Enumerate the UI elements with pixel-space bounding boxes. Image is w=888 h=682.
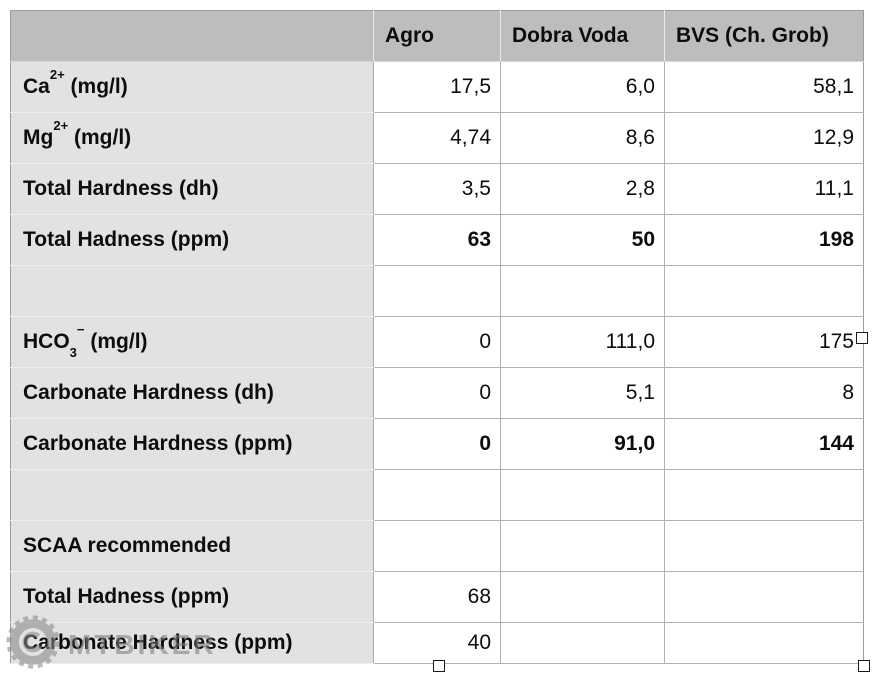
- row-label-cell[interactable]: [10, 469, 374, 521]
- value-cell[interactable]: 6,0: [500, 61, 665, 113]
- value-cell[interactable]: [373, 469, 501, 521]
- table-row-total-hardness-ppm: Total Hadness (ppm) 63 50 198: [10, 214, 864, 266]
- value-cell[interactable]: 12,9: [664, 112, 864, 164]
- value-cell[interactable]: 68: [373, 571, 501, 623]
- value-cell[interactable]: 4,74: [373, 112, 501, 164]
- row-label-cell[interactable]: Ca2+ (mg/l): [10, 61, 374, 113]
- row-label-cell[interactable]: HCO3− (mg/l): [10, 316, 374, 368]
- table-header-row: Agro Dobra Voda BVS (Ch. Grob): [10, 10, 864, 62]
- table-row-carbonate-hardness-dh: Carbonate Hardness (dh) 0 5,1 8: [10, 367, 864, 419]
- value-cell[interactable]: 175: [664, 316, 864, 368]
- value-cell[interactable]: 91,0: [500, 418, 665, 470]
- value-cell[interactable]: 0: [373, 367, 501, 419]
- table-row-scaa-carbonate-hardness-ppm: Carbonate Hardness (ppm) 40: [10, 622, 864, 664]
- row-label-cell[interactable]: SCAA recommended: [10, 520, 374, 572]
- value-cell[interactable]: 0: [373, 418, 501, 470]
- value-cell[interactable]: [500, 520, 665, 572]
- column-header-bvs[interactable]: BVS (Ch. Grob): [664, 10, 864, 62]
- value-cell[interactable]: 58,1: [664, 61, 864, 113]
- value-cell[interactable]: [664, 622, 864, 664]
- value-cell[interactable]: 11,1: [664, 163, 864, 215]
- table-row-hco3: HCO3− (mg/l) 0 111,0 175: [10, 316, 864, 368]
- value-cell[interactable]: 63: [373, 214, 501, 266]
- value-cell[interactable]: 40: [373, 622, 501, 664]
- value-cell[interactable]: [373, 265, 501, 317]
- value-cell[interactable]: [500, 469, 665, 521]
- row-label-cell[interactable]: Total Hardness (dh): [10, 163, 374, 215]
- row-label-cell[interactable]: Total Hadness (ppm): [10, 571, 374, 623]
- table-row-total-hardness-dh: Total Hardness (dh) 3,5 2,8 11,1: [10, 163, 864, 215]
- table-row-spacer: [10, 265, 864, 317]
- row-label-cell[interactable]: Carbonate Hardness (ppm): [10, 622, 374, 664]
- value-cell[interactable]: [664, 265, 864, 317]
- water-hardness-table[interactable]: Agro Dobra Voda BVS (Ch. Grob) Ca2+ (mg/…: [10, 10, 864, 664]
- value-cell[interactable]: [500, 571, 665, 623]
- value-cell[interactable]: 8,6: [500, 112, 665, 164]
- value-cell[interactable]: [664, 571, 864, 623]
- table-row-mg: Mg2+ (mg/l) 4,74 8,6 12,9: [10, 112, 864, 164]
- corner-header-cell[interactable]: [10, 10, 374, 62]
- resize-handle-bottom-right[interactable]: [858, 660, 870, 672]
- value-cell[interactable]: [500, 265, 665, 317]
- value-cell[interactable]: [373, 520, 501, 572]
- column-header-agro[interactable]: Agro: [373, 10, 501, 62]
- value-cell[interactable]: 5,1: [500, 367, 665, 419]
- value-cell[interactable]: 111,0: [500, 316, 665, 368]
- table-row-scaa-total-hardness-ppm: Total Hadness (ppm) 68: [10, 571, 864, 623]
- value-cell[interactable]: 2,8: [500, 163, 665, 215]
- row-label-cell[interactable]: Carbonate Hardness (ppm): [10, 418, 374, 470]
- value-cell[interactable]: [664, 469, 864, 521]
- row-label-cell[interactable]: Total Hadness (ppm): [10, 214, 374, 266]
- table-row-scaa-recommended: SCAA recommended: [10, 520, 864, 572]
- table-row-spacer: [10, 469, 864, 521]
- table-row-carbonate-hardness-ppm: Carbonate Hardness (ppm) 0 91,0 144: [10, 418, 864, 470]
- value-cell[interactable]: 3,5: [373, 163, 501, 215]
- value-cell[interactable]: 17,5: [373, 61, 501, 113]
- row-label-cell[interactable]: [10, 265, 374, 317]
- value-cell[interactable]: [500, 622, 665, 664]
- value-cell[interactable]: 8: [664, 367, 864, 419]
- row-label-cell[interactable]: Mg2+ (mg/l): [10, 112, 374, 164]
- column-header-dobra-voda[interactable]: Dobra Voda: [500, 10, 665, 62]
- resize-handle-right[interactable]: [856, 332, 868, 344]
- row-label-cell[interactable]: Carbonate Hardness (dh): [10, 367, 374, 419]
- table-row-ca: Ca2+ (mg/l) 17,5 6,0 58,1: [10, 61, 864, 113]
- value-cell[interactable]: 144: [664, 418, 864, 470]
- value-cell[interactable]: 198: [664, 214, 864, 266]
- value-cell[interactable]: 50: [500, 214, 665, 266]
- resize-handle-bottom[interactable]: [433, 660, 445, 672]
- value-cell[interactable]: 0: [373, 316, 501, 368]
- value-cell[interactable]: [664, 520, 864, 572]
